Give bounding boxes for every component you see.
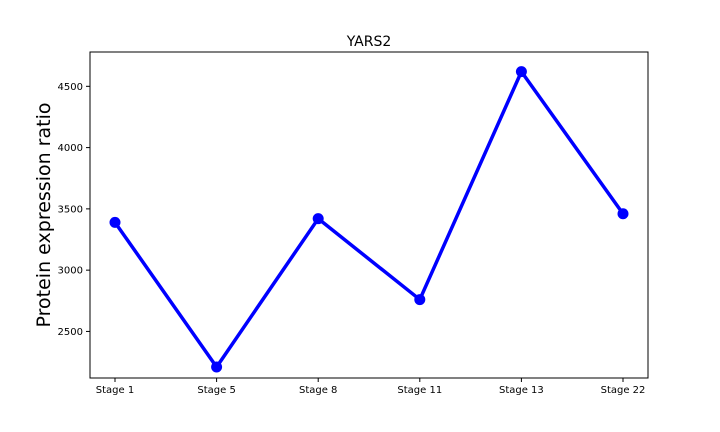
data-point: [617, 208, 629, 220]
x-tick-label: Stage 13: [499, 385, 544, 396]
x-tick-label: Stage 5: [197, 385, 235, 396]
chart-title: YARS2: [346, 34, 392, 50]
y-tick-label: 3500: [58, 204, 83, 215]
y-tick-label: 2500: [58, 327, 83, 338]
data-point: [414, 294, 426, 306]
y-tick-label: 4500: [58, 82, 83, 93]
y-axis-label: Protein expression ratio: [33, 103, 55, 328]
plot-frame: [89, 51, 649, 379]
data-point: [312, 213, 324, 225]
x-tick-label: Stage 1: [96, 385, 134, 396]
y-tick-label: 4000: [58, 143, 83, 154]
x-tick-label: Stage 8: [299, 385, 337, 396]
plot-area: Stage 1 Stage 5 Stage 8 Stage 11 Stage 13 Sta…: [58, 51, 649, 396]
x-tick-label: Stage 11: [397, 385, 442, 396]
data-point: [109, 216, 121, 228]
data-point: [515, 66, 527, 78]
data-point: [211, 361, 223, 373]
series-line: [113, 69, 625, 369]
y-tick-label: 3000: [58, 266, 83, 277]
x-tick-label: Stage 22: [601, 385, 646, 396]
